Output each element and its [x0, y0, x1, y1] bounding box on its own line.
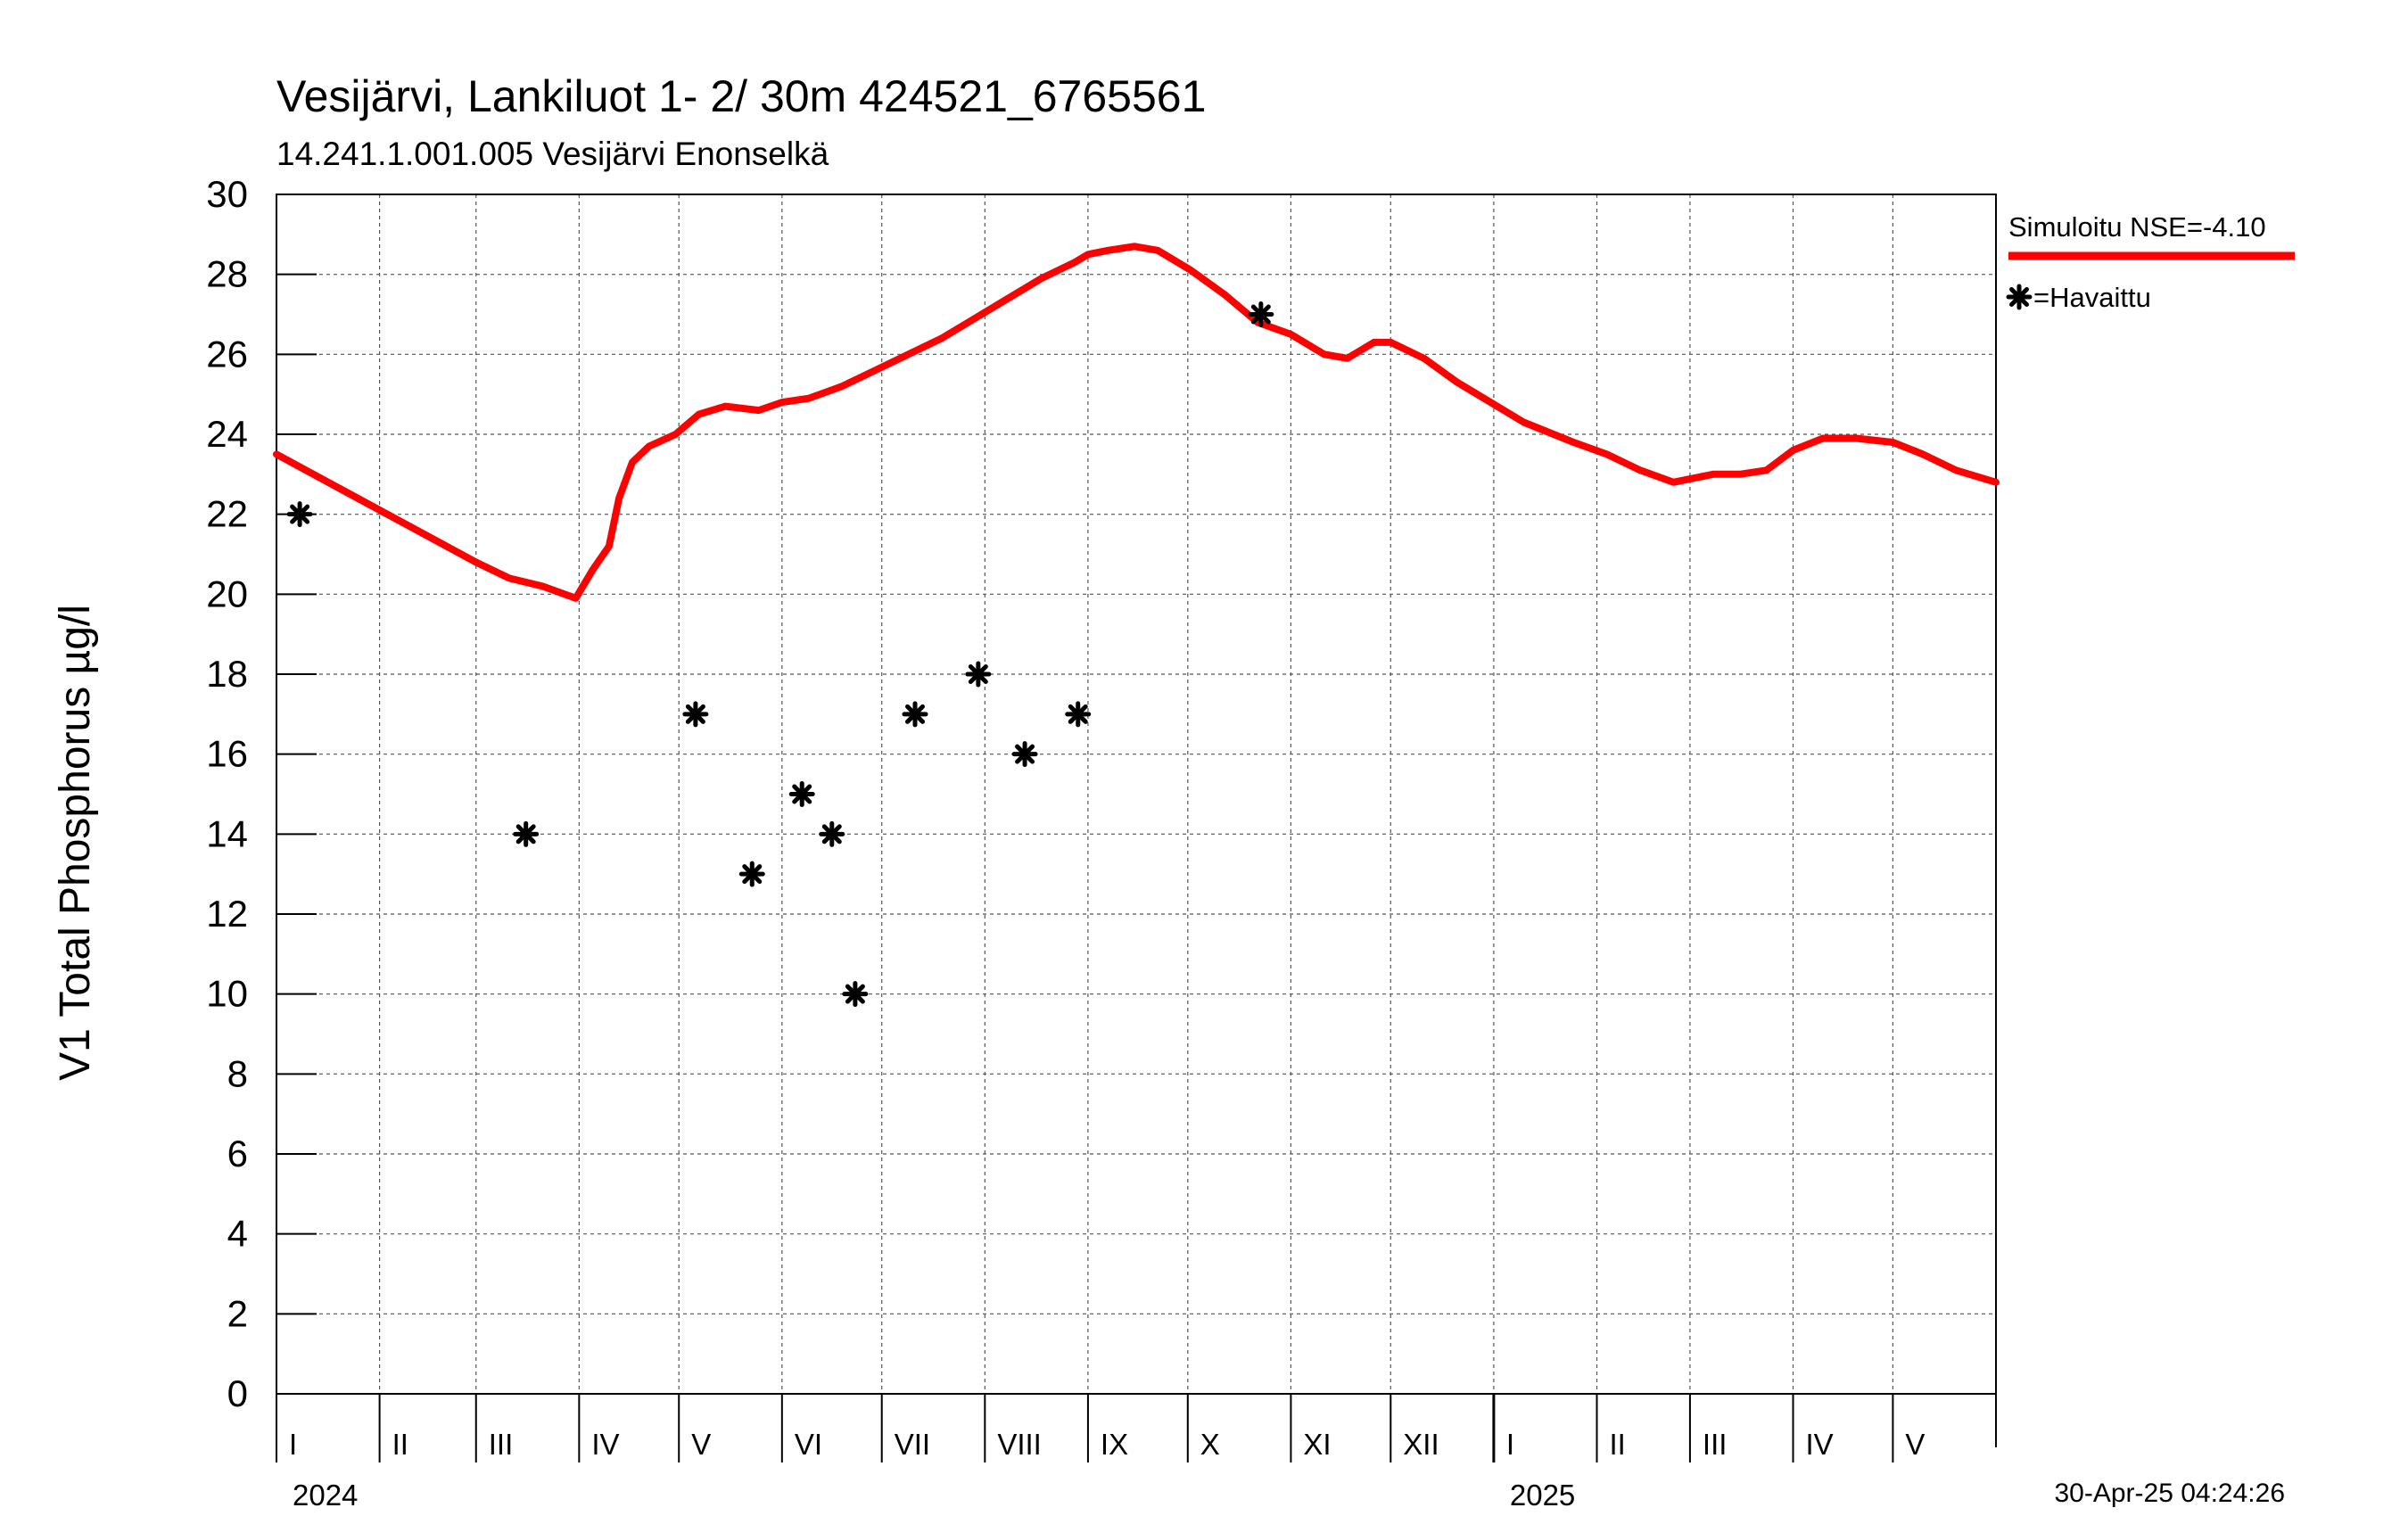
- month-label: VIII: [997, 1428, 1042, 1461]
- chart-title: Vesijärvi, Lankiluot 1- 2/ 30m 424521_67…: [276, 71, 1206, 121]
- y-tick-label: 26: [206, 333, 248, 375]
- month-label: XII: [1403, 1428, 1439, 1461]
- y-tick-label: 2: [227, 1292, 248, 1334]
- observed-point: [1011, 741, 1038, 768]
- y-tick-label: 0: [227, 1372, 248, 1414]
- month-label: III: [489, 1428, 514, 1461]
- y-tick-label: 24: [206, 413, 248, 455]
- observed-point: [1065, 701, 1092, 728]
- month-label: I: [289, 1428, 297, 1461]
- observed-marker-stroke: [968, 664, 988, 684]
- observed-marker-stroke: [845, 984, 865, 1004]
- month-label: II: [392, 1428, 408, 1461]
- month-label: IV: [591, 1428, 619, 1461]
- year-label: 2025: [1510, 1479, 1575, 1512]
- month-label: X: [1200, 1428, 1220, 1461]
- chart-subtitle: 14.241.1.001.005 Vesijärvi Enonselkä: [276, 136, 829, 172]
- legend-observed-marker: [2006, 284, 2033, 310]
- observed-marker-stroke: [792, 784, 812, 804]
- timestamp: 30-Apr-25 04:24:26: [2054, 1479, 2285, 1508]
- month-label: III: [1703, 1428, 1728, 1461]
- observed-point: [819, 820, 845, 847]
- y-tick-label: 16: [206, 733, 248, 775]
- y-tick-label: 4: [227, 1213, 248, 1255]
- observed-point: [513, 820, 540, 847]
- series: [273, 243, 2000, 1008]
- legend-observed-star: [2006, 284, 2033, 310]
- observed-marker-stroke: [290, 504, 310, 524]
- y-tick-label: 12: [206, 893, 248, 935]
- observed-marker-stroke: [515, 824, 536, 845]
- month-label: VII: [895, 1428, 930, 1461]
- month-label: XI: [1303, 1428, 1331, 1461]
- month-label: I: [1506, 1428, 1514, 1461]
- year-label: 2024: [293, 1479, 358, 1512]
- observed-point: [842, 981, 869, 1008]
- y-axis-label: V1 Total Phosphorus µg/l: [52, 605, 99, 1081]
- observed-marker-stroke: [905, 704, 925, 724]
- month-label: II: [1609, 1428, 1625, 1461]
- observed-marker-stroke: [1250, 304, 1271, 325]
- observed-point: [1248, 301, 1274, 327]
- observed-point: [286, 501, 313, 528]
- month-label: IV: [1806, 1428, 1834, 1461]
- observed-marker-stroke: [2009, 287, 2029, 307]
- legend-simulated-label: Simuloitu NSE=-4.10: [2008, 211, 2266, 243]
- legend-observed-label: =Havaittu: [2033, 282, 2151, 313]
- y-tick-label: 14: [206, 812, 248, 854]
- y-tick-label: 18: [206, 653, 248, 695]
- month-label: V: [691, 1428, 711, 1461]
- plot-frame: [276, 194, 1997, 1395]
- observed-marker-stroke: [1015, 744, 1035, 764]
- legend: Simuloitu NSE=-4.10 =Havaittu: [2006, 211, 2295, 313]
- y-tick-label: 6: [227, 1133, 248, 1174]
- y-tick-label: 10: [206, 973, 248, 1015]
- y-tick-label: 30: [206, 173, 248, 215]
- y-tick-label: 22: [206, 493, 248, 535]
- observed-point: [738, 861, 765, 887]
- month-label: VI: [795, 1428, 822, 1461]
- observed-marker-stroke: [685, 704, 705, 724]
- observed-point: [902, 701, 928, 728]
- observed-marker-stroke: [742, 864, 763, 885]
- grid: [276, 194, 1996, 1394]
- observed-point: [965, 661, 992, 688]
- y-tick-label: 20: [206, 573, 248, 614]
- y-tick-label: 28: [206, 253, 248, 295]
- observed-point: [682, 701, 709, 728]
- month-label: IX: [1101, 1428, 1128, 1461]
- observed-marker-stroke: [821, 824, 842, 845]
- observed-marker-stroke: [1068, 704, 1088, 724]
- simulated-line: [273, 243, 2000, 602]
- observed-point: [788, 781, 815, 807]
- y-tick-label: 8: [227, 1052, 248, 1094]
- month-label: V: [1905, 1428, 1925, 1461]
